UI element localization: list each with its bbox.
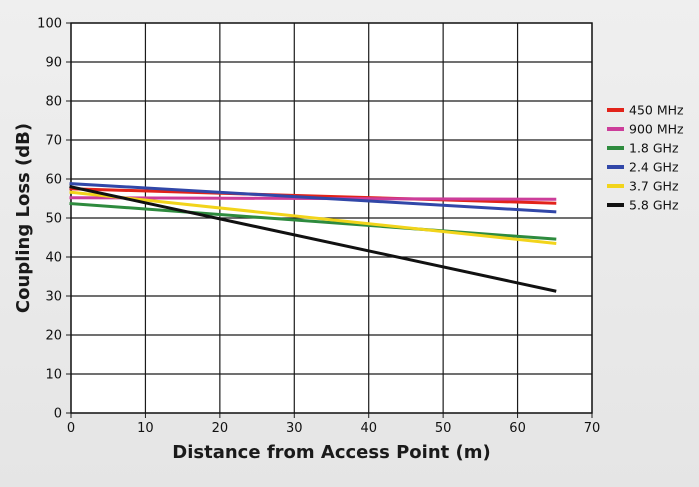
- x-tick-label: 20: [212, 421, 229, 436]
- y-tick-label: 90: [45, 56, 62, 71]
- legend-label: 1.8 GHz: [629, 141, 679, 156]
- y-tick-label: 0: [54, 407, 62, 422]
- series-line-2-4-ghz: [69, 182, 557, 214]
- legend-label: 5.8 GHz: [629, 198, 679, 213]
- x-tick-label: 30: [286, 421, 303, 436]
- legend-label: 450 MHz: [629, 103, 684, 118]
- y-tick-label: 100: [37, 17, 62, 32]
- y-tick-label: 70: [45, 134, 62, 149]
- x-tick-label: 40: [360, 421, 377, 436]
- x-tick-label: 70: [584, 421, 601, 436]
- y-tick-label: 10: [45, 368, 62, 383]
- x-tick-label: 0: [67, 421, 75, 436]
- y-tick-label: 80: [45, 95, 62, 110]
- x-axis-title: Distance from Access Point (m): [172, 442, 490, 463]
- y-tick-label: 20: [45, 329, 62, 344]
- legend-label: 2.4 GHz: [629, 160, 679, 175]
- x-tick-label: 60: [509, 421, 526, 436]
- y-tick-label: 60: [45, 173, 62, 188]
- x-tick-label: 50: [435, 421, 452, 436]
- x-tick-label: 10: [137, 421, 154, 436]
- series-line-5-8-ghz: [69, 185, 557, 293]
- y-axis-title: Coupling Loss (dB): [13, 123, 34, 313]
- plot-frame: [70, 22, 593, 414]
- y-tick-label: 30: [45, 290, 62, 305]
- y-tick-label: 50: [45, 212, 62, 227]
- y-tick-label: 40: [45, 251, 62, 266]
- series-line-3-7-ghz: [69, 190, 557, 245]
- series-line-1-8-ghz: [69, 201, 557, 241]
- legend-label: 900 MHz: [629, 122, 684, 137]
- series-line-450-mhz: [69, 187, 557, 205]
- legend-label: 3.7 GHz: [629, 179, 679, 194]
